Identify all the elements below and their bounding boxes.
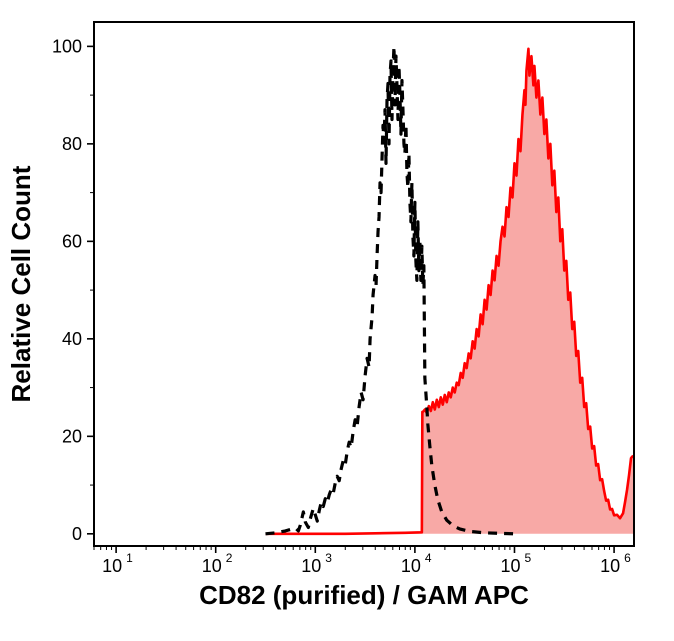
x-tick-label: 10 [500, 556, 520, 576]
x-tick-label: 10 [102, 556, 122, 576]
x-tick-label: 10 [600, 556, 620, 576]
y-axis-label: Relative Cell Count [6, 165, 36, 402]
x-tick-exp: 4 [425, 551, 432, 565]
x-tick-label: 10 [401, 556, 421, 576]
x-tick-exp: 1 [126, 551, 133, 565]
x-tick-exp: 6 [624, 551, 631, 565]
x-axis-ticks: 10 1 10 2 10 3 10 4 10 5 10 6 [94, 546, 631, 576]
y-tick-label: 80 [62, 134, 82, 154]
x-tick-exp: 5 [524, 551, 531, 565]
y-tick-label: 100 [52, 36, 82, 56]
x-tick-label: 10 [202, 556, 222, 576]
y-tick-label: 40 [62, 329, 82, 349]
x-tick-exp: 2 [226, 551, 233, 565]
chart-svg: 10 1 10 2 10 3 10 4 10 5 10 6 0 20 40 60 80 100 CD82 (pu… [0, 0, 674, 641]
x-axis-label: CD82 (purified) / GAM APC [199, 580, 529, 610]
y-tick-label: 20 [62, 426, 82, 446]
flow-cytometry-histogram: 10 1 10 2 10 3 10 4 10 5 10 6 0 20 40 60 80 100 CD82 (pu… [0, 0, 674, 641]
y-tick-label: 0 [72, 524, 82, 544]
x-tick-exp: 3 [325, 551, 332, 565]
y-axis-ticks: 0 20 40 60 80 100 [52, 36, 94, 543]
x-tick-label: 10 [301, 556, 321, 576]
y-tick-label: 60 [62, 231, 82, 251]
